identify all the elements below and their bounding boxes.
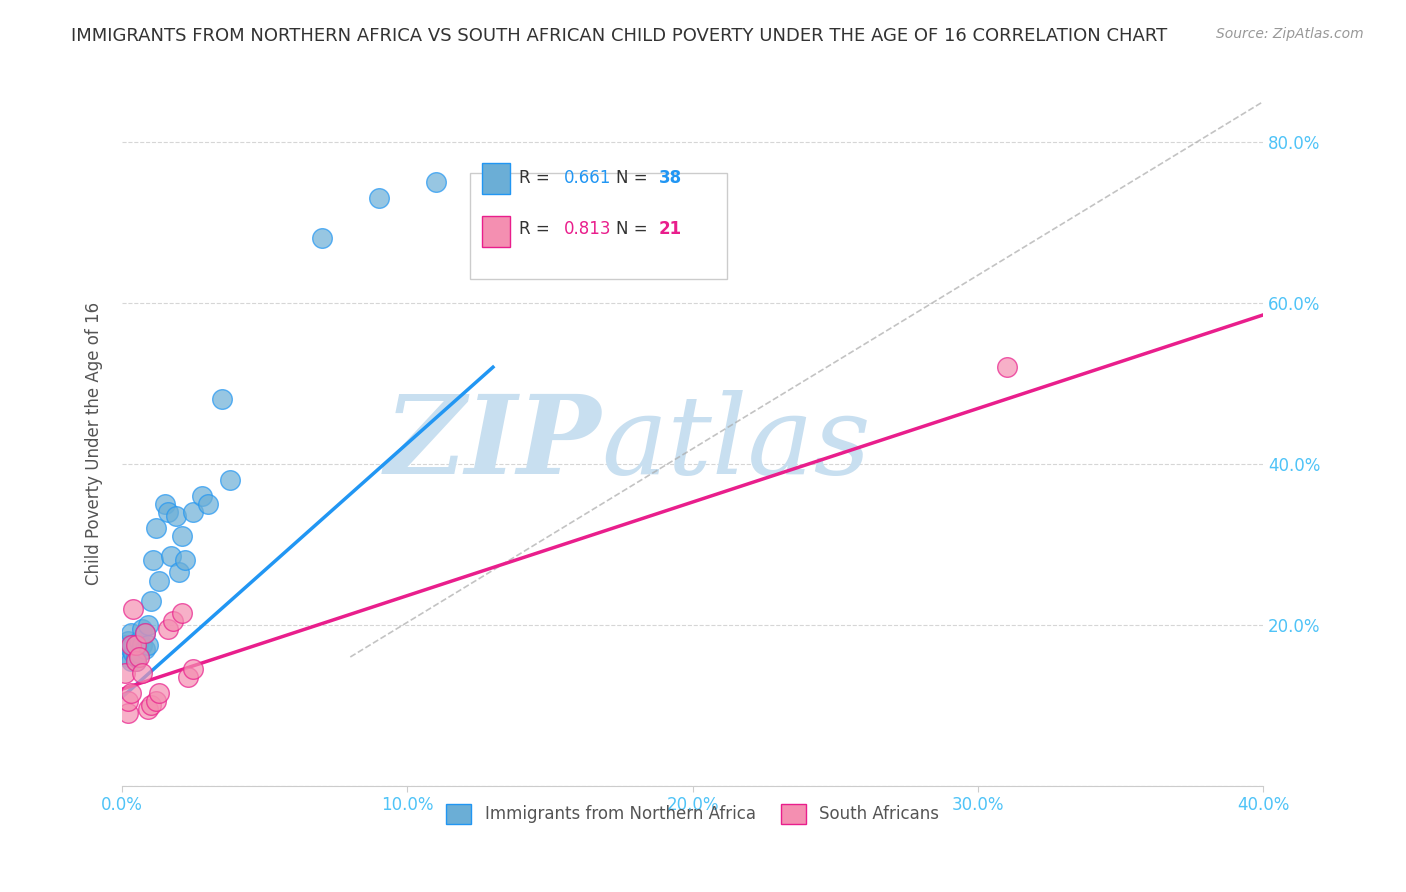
Point bbox=[148, 574, 170, 588]
Point bbox=[122, 646, 145, 660]
Point bbox=[131, 666, 153, 681]
Point bbox=[125, 650, 148, 665]
Point bbox=[211, 392, 233, 407]
Point bbox=[134, 642, 156, 657]
Point bbox=[136, 702, 159, 716]
Point bbox=[367, 191, 389, 205]
Point bbox=[120, 686, 142, 700]
Point bbox=[156, 622, 179, 636]
Point bbox=[117, 650, 139, 665]
Point bbox=[170, 529, 193, 543]
Point bbox=[114, 638, 136, 652]
Point bbox=[136, 617, 159, 632]
Y-axis label: Child Poverty Under the Age of 16: Child Poverty Under the Age of 16 bbox=[86, 302, 103, 585]
Point bbox=[170, 606, 193, 620]
Text: 38: 38 bbox=[658, 169, 682, 187]
Point bbox=[167, 566, 190, 580]
Point bbox=[125, 638, 148, 652]
Point bbox=[134, 625, 156, 640]
Text: N =: N = bbox=[616, 220, 654, 238]
Point bbox=[131, 638, 153, 652]
Point bbox=[197, 497, 219, 511]
Point bbox=[136, 638, 159, 652]
Point bbox=[120, 625, 142, 640]
Point bbox=[125, 642, 148, 657]
Bar bbox=[482, 216, 510, 246]
Point bbox=[176, 670, 198, 684]
Text: R =: R = bbox=[519, 220, 555, 238]
Bar bbox=[482, 163, 510, 194]
Point bbox=[145, 694, 167, 708]
Point bbox=[120, 642, 142, 657]
Point bbox=[120, 654, 142, 668]
Legend: Immigrants from Northern Africa, South Africans: Immigrants from Northern Africa, South A… bbox=[439, 795, 948, 832]
Point bbox=[219, 473, 242, 487]
Text: atlas: atlas bbox=[602, 390, 870, 498]
Point bbox=[191, 489, 214, 503]
Text: N =: N = bbox=[616, 169, 654, 187]
Text: R =: R = bbox=[519, 169, 555, 187]
Point bbox=[153, 497, 176, 511]
Point bbox=[122, 638, 145, 652]
Point bbox=[128, 633, 150, 648]
Point bbox=[139, 593, 162, 607]
Text: 21: 21 bbox=[658, 220, 682, 238]
Point bbox=[156, 505, 179, 519]
Point bbox=[139, 698, 162, 713]
Point bbox=[162, 614, 184, 628]
Point bbox=[159, 549, 181, 564]
FancyBboxPatch shape bbox=[470, 173, 727, 279]
Text: ZIP: ZIP bbox=[385, 390, 602, 498]
Point bbox=[131, 622, 153, 636]
Text: Source: ZipAtlas.com: Source: ZipAtlas.com bbox=[1216, 27, 1364, 41]
Point bbox=[173, 553, 195, 567]
Point bbox=[117, 694, 139, 708]
Point bbox=[117, 706, 139, 721]
Point bbox=[120, 638, 142, 652]
Point bbox=[995, 360, 1018, 375]
Point bbox=[142, 553, 165, 567]
Point bbox=[148, 686, 170, 700]
Point bbox=[128, 650, 150, 665]
Point bbox=[311, 231, 333, 245]
Text: IMMIGRANTS FROM NORTHERN AFRICA VS SOUTH AFRICAN CHILD POVERTY UNDER THE AGE OF : IMMIGRANTS FROM NORTHERN AFRICA VS SOUTH… bbox=[70, 27, 1167, 45]
Point bbox=[165, 509, 187, 524]
Point bbox=[117, 633, 139, 648]
Text: 0.813: 0.813 bbox=[564, 220, 612, 238]
Point bbox=[134, 625, 156, 640]
Point bbox=[145, 521, 167, 535]
Point bbox=[425, 175, 447, 189]
Point bbox=[183, 505, 205, 519]
Point bbox=[125, 654, 148, 668]
Point bbox=[122, 601, 145, 615]
Point bbox=[128, 646, 150, 660]
Point bbox=[114, 666, 136, 681]
Point bbox=[183, 662, 205, 676]
Text: 0.661: 0.661 bbox=[564, 169, 612, 187]
Point bbox=[125, 654, 148, 668]
